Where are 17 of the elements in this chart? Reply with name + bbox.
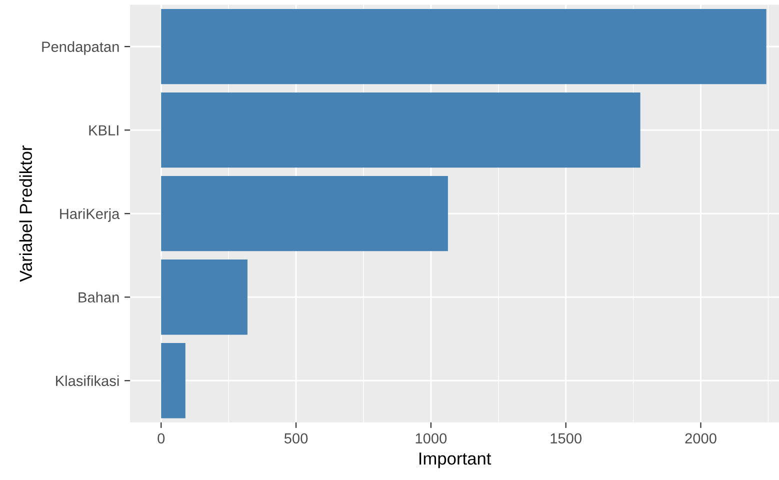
bar bbox=[161, 8, 766, 84]
bar bbox=[161, 343, 186, 418]
x-tick-label: 1000 bbox=[416, 433, 447, 444]
x-tick-label: 0 bbox=[158, 433, 165, 444]
y-tick-label: Bahan bbox=[78, 292, 119, 303]
y-tick-label: HariKerja bbox=[60, 208, 120, 222]
y-axis-title: Variabel Prediktor bbox=[19, 146, 32, 282]
bar bbox=[161, 176, 448, 252]
y-tick-label: KBLI bbox=[89, 125, 118, 136]
x-tick-label: 2000 bbox=[685, 433, 716, 444]
bar bbox=[161, 260, 248, 335]
x-axis-title: Important bbox=[419, 452, 492, 468]
x-tick-label: 500 bbox=[284, 433, 308, 444]
x-tick-label: 1500 bbox=[550, 433, 582, 444]
y-tick-label: Pendapatan bbox=[42, 41, 119, 55]
bar bbox=[161, 92, 640, 168]
y-tick-label: Klasifikasi bbox=[56, 375, 119, 386]
